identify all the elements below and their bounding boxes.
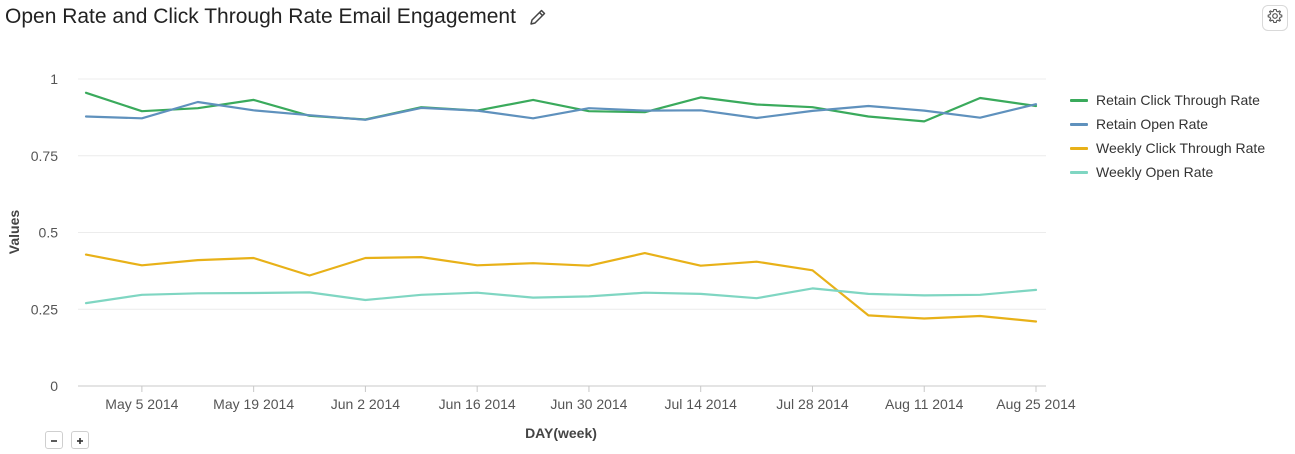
y-tick-label: 1	[50, 71, 58, 87]
zoom-out-button[interactable]	[45, 431, 63, 449]
legend-swatch	[1070, 146, 1088, 150]
x-tick-label: Jun 2 2014	[331, 396, 400, 412]
x-axis-title: DAY(week)	[525, 425, 597, 441]
y-tick-label: 0.5	[39, 225, 59, 241]
chart-title: Open Rate and Click Through Rate Email E…	[5, 5, 548, 29]
series-line-0	[84, 91, 1038, 123]
series-line-3	[84, 287, 1038, 305]
legend-label: Retain Click Through Rate	[1096, 92, 1260, 108]
pencil-icon[interactable]	[528, 7, 548, 27]
plus-icon	[76, 433, 84, 448]
y-tick-label: 0.25	[31, 301, 58, 317]
y-tick-label: 0.75	[31, 148, 58, 164]
legend-item[interactable]: Retain Open Rate	[1070, 112, 1265, 136]
x-tick-label: Jun 30 2014	[550, 396, 627, 412]
chart-title-text: Open Rate and Click Through Rate Email E…	[5, 5, 516, 28]
settings-button[interactable]	[1262, 5, 1288, 31]
x-tick-label: Aug 25 2014	[996, 396, 1076, 412]
x-tick-label: May 19 2014	[213, 396, 294, 412]
series-line-1	[84, 100, 1038, 121]
x-tick-label: Jun 16 2014	[439, 396, 516, 412]
legend-item[interactable]: Weekly Open Rate	[1070, 160, 1265, 184]
legend-label: Weekly Open Rate	[1096, 164, 1214, 180]
y-tick-label: 0	[50, 378, 58, 394]
legend-swatch	[1070, 98, 1088, 102]
series-line-2	[84, 252, 1038, 323]
legend-item[interactable]: Retain Click Through Rate	[1070, 88, 1265, 112]
x-tick-label: Aug 11 2014	[885, 396, 964, 412]
zoom-in-button[interactable]	[71, 431, 89, 449]
gear-icon	[1267, 8, 1283, 29]
legend-swatch	[1070, 170, 1088, 174]
chart-legend: Retain Click Through Rate Retain Open Rat…	[1070, 88, 1265, 184]
y-axis-title: Values	[6, 210, 22, 255]
legend-label: Weekly Click Through Rate	[1096, 140, 1266, 156]
x-tick-label: Jul 14 2014	[665, 396, 738, 412]
x-tick-label: Jul 28 2014	[776, 396, 849, 412]
legend-swatch	[1070, 122, 1088, 126]
legend-item[interactable]: Weekly Click Through Rate	[1070, 136, 1265, 160]
x-tick-label: May 5 2014	[105, 396, 178, 412]
legend-label: Retain Open Rate	[1096, 116, 1209, 132]
minus-icon	[50, 433, 58, 448]
